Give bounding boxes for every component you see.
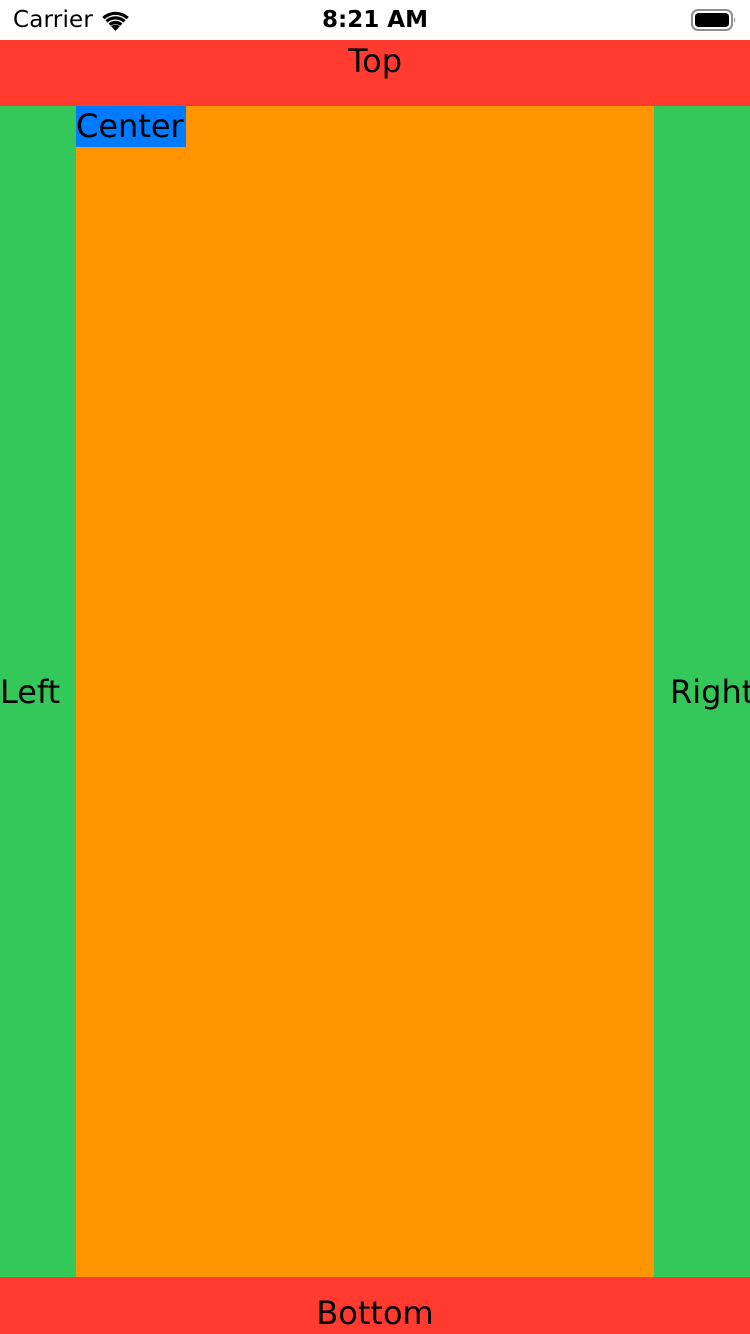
bottom-region: Bottom [0, 1277, 750, 1334]
center-region: Center [76, 106, 654, 1277]
right-region: Right [654, 106, 750, 1277]
left-label: Left [0, 673, 61, 711]
status-time: 8:21 AM [322, 7, 428, 33]
status-bar: Carrier 8:21 AM [0, 0, 750, 40]
top-label: Top [348, 42, 402, 80]
bottom-label: Bottom [316, 1294, 434, 1332]
wifi-icon [100, 9, 131, 32]
carrier-label: Carrier [13, 7, 94, 33]
center-label: Center [76, 106, 186, 147]
left-region: Left [0, 106, 76, 1277]
battery-icon [691, 8, 737, 32]
right-label: Right [670, 673, 750, 711]
top-region: Top [0, 40, 750, 106]
